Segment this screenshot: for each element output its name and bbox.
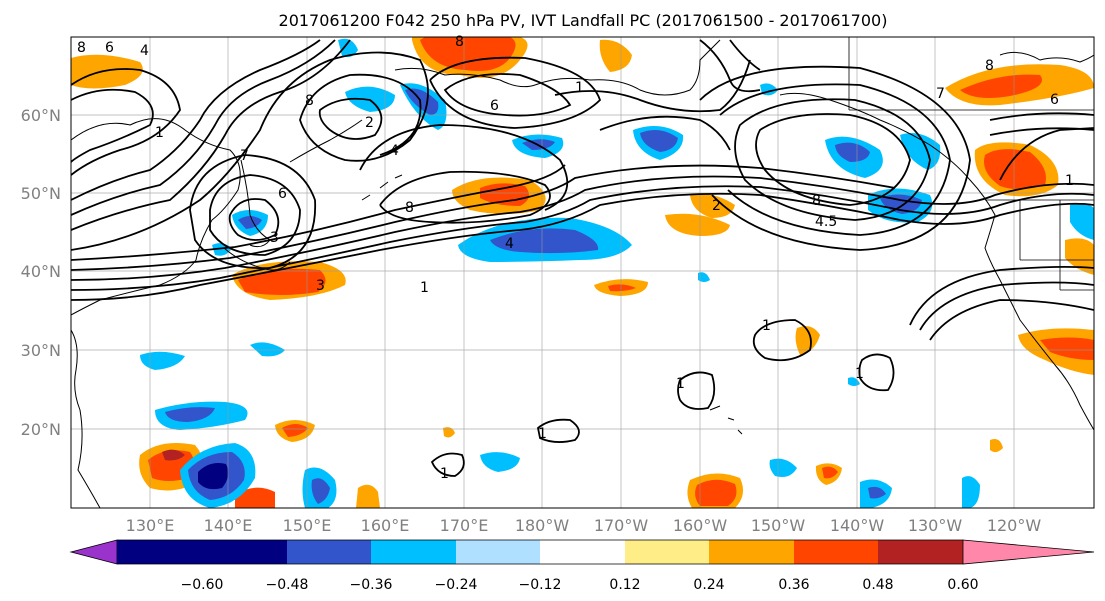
- contour-label: 4: [140, 43, 149, 59]
- longitude-labels: 130°E 140°E 150°E 160°E 170°E 180°W 170°…: [126, 516, 1042, 535]
- lon-label: 180°W: [515, 516, 570, 535]
- lon-label: 130°W: [908, 516, 963, 535]
- contour-label: 2: [365, 115, 374, 131]
- contour-label: 1: [440, 466, 449, 482]
- lon-label: 140°W: [830, 516, 885, 535]
- map-panel: 8 6 4 1 8 2 8 6 1 7 6 4 8 8 4.5 3 4 1 2 …: [70, 34, 1095, 509]
- contour-label: 3: [316, 278, 325, 294]
- colorbar-tick: −0.36: [350, 577, 393, 593]
- colorbar-swatch: [625, 540, 709, 564]
- coastlines: [71, 39, 1094, 508]
- colorbar-swatch: [456, 540, 540, 564]
- colorbar-tick: −0.12: [519, 577, 562, 593]
- contour-label: 8: [455, 34, 464, 50]
- colorbar-tick: −0.48: [266, 577, 309, 593]
- lat-label: 40°N: [21, 262, 61, 281]
- colorbar-tick: 0.24: [693, 577, 724, 593]
- lat-label: 30°N: [21, 341, 61, 360]
- contour-label: 1: [575, 80, 584, 96]
- colorbar: −0.60 −0.48 −0.36 −0.24 −0.12 0.12 0.24 …: [69, 539, 1095, 593]
- negative-anomalies: [140, 38, 1094, 508]
- contour-label: 4.5: [815, 214, 837, 230]
- lat-label: 20°N: [21, 420, 61, 439]
- colorbar-tick: −0.24: [435, 577, 478, 593]
- pv-shading-layer: [71, 37, 1094, 508]
- contour-label: 6: [105, 40, 114, 56]
- map-frame: [70, 36, 1095, 509]
- contour-labels: 8 6 4 1 8 2 8 6 1 7 6 4 8 8 4.5 3 4 1 2 …: [77, 34, 1074, 482]
- contour-label: 8: [405, 200, 414, 216]
- contour-label: 1: [676, 376, 685, 392]
- contour-label: 1: [855, 366, 864, 382]
- contour-label: 7: [936, 86, 945, 102]
- figure-title: 2017061200 F042 250 hPa PV, IVT Landfall…: [279, 11, 888, 30]
- contour-label: 8: [305, 93, 314, 109]
- pv-contours: [71, 39, 1094, 477]
- contour-label: 8: [812, 193, 821, 209]
- colorbar-swatch: [287, 540, 371, 564]
- contour-label: 1: [538, 426, 547, 442]
- contour-label: 8: [985, 58, 994, 74]
- colorbar-swatch: [709, 540, 794, 564]
- lon-label: 170°W: [594, 516, 649, 535]
- lon-label: 150°W: [751, 516, 806, 535]
- contour-label: 4: [505, 236, 514, 252]
- contour-label: 2: [712, 198, 721, 214]
- lon-label: 140°E: [204, 516, 253, 535]
- colorbar-swatch: [371, 540, 456, 564]
- contour-label: 1: [420, 280, 429, 296]
- lon-label: 150°E: [283, 516, 332, 535]
- lon-label: 120°W: [987, 516, 1042, 535]
- contour-label: 6: [1050, 92, 1059, 108]
- colorbar-swatch: [117, 540, 202, 564]
- contour-label: 3: [270, 230, 279, 246]
- latitude-labels: 60°N 50°N 40°N 30°N 20°N: [21, 106, 61, 439]
- lon-label: 160°E: [361, 516, 410, 535]
- colorbar-outline: [117, 539, 963, 565]
- colorbar-tick: 0.36: [778, 577, 809, 593]
- colorbar-extend-min: [69, 539, 118, 565]
- colorbar-extend-max: [962, 539, 1095, 565]
- lon-label: 170°E: [440, 516, 489, 535]
- lat-label: 60°N: [21, 106, 61, 125]
- contour-label: 6: [490, 98, 499, 114]
- political-borders: [848, 37, 1094, 291]
- colorbar-tick: 0.12: [609, 577, 640, 593]
- contour-label: 6: [278, 186, 287, 202]
- contour-label: 1: [1065, 173, 1074, 189]
- colorbar-swatch: [794, 540, 878, 564]
- lon-label: 130°E: [126, 516, 175, 535]
- colorbar-tick: 0.60: [947, 577, 978, 593]
- contour-label: 7: [240, 148, 249, 164]
- colorbar-swatch: [878, 540, 963, 564]
- contour-label: 1: [762, 318, 771, 334]
- lat-label: 50°N: [21, 184, 61, 203]
- colorbar-swatch: [202, 540, 287, 564]
- contour-label: 8: [77, 40, 86, 56]
- lon-label: 160°W: [673, 516, 728, 535]
- gridlines: [71, 37, 1094, 508]
- contour-label: 4: [390, 143, 399, 159]
- colorbar-tick: −0.60: [181, 577, 224, 593]
- contour-label: 1: [155, 125, 164, 141]
- colorbar-tick: 0.48: [862, 577, 893, 593]
- colorbar-swatch: [540, 540, 625, 564]
